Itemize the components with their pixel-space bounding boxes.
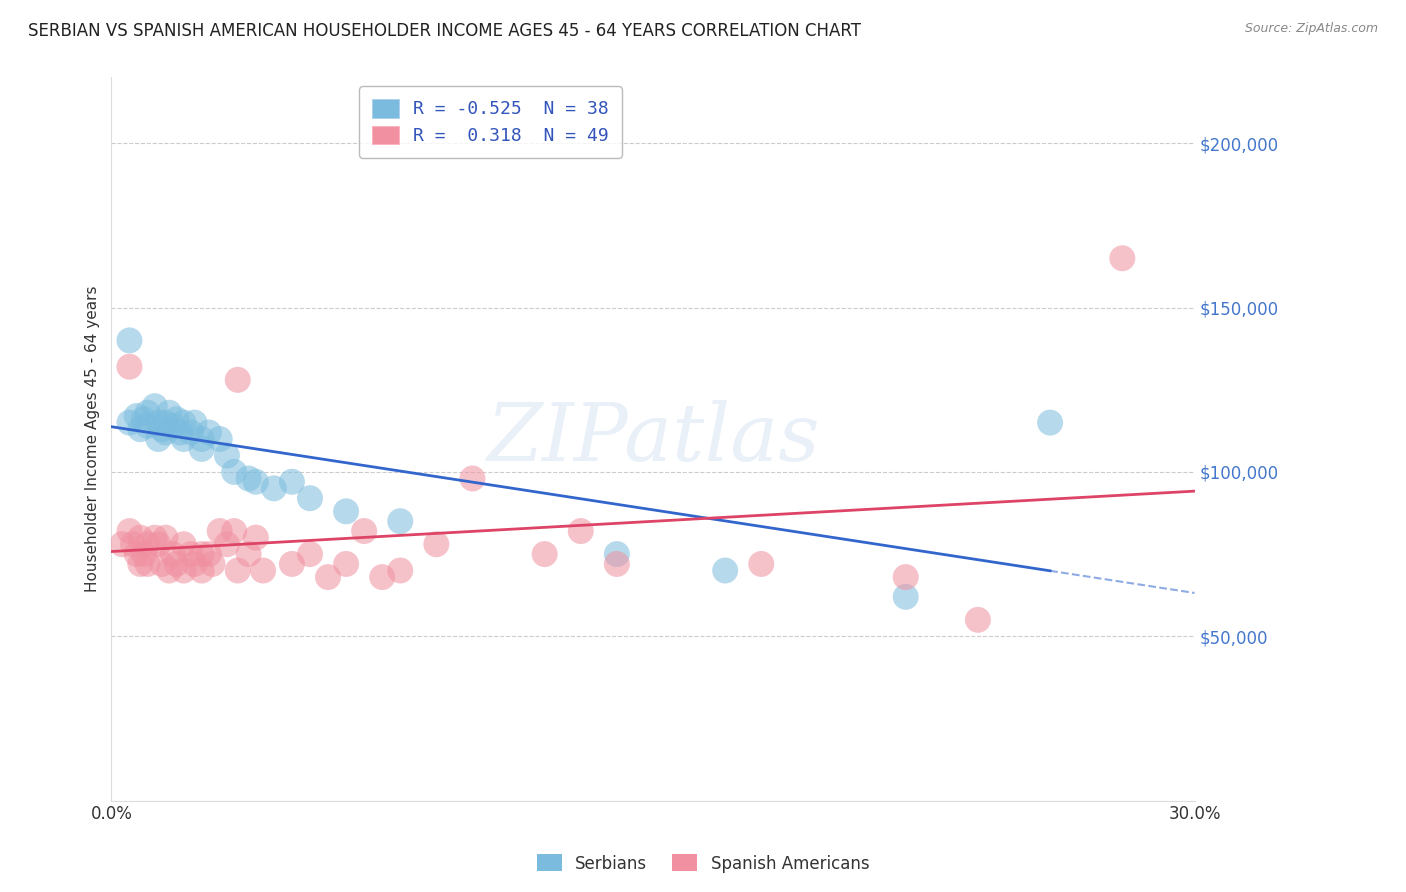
Point	[129, 557, 152, 571]
Point	[162, 547, 184, 561]
Point	[165, 557, 187, 571]
Point	[183, 416, 205, 430]
Point	[1039, 416, 1062, 430]
Point	[148, 537, 170, 551]
Point	[180, 547, 202, 561]
Point	[157, 406, 180, 420]
Point	[224, 465, 246, 479]
Point	[215, 449, 238, 463]
Point	[461, 471, 484, 485]
Point	[190, 547, 212, 561]
Point	[129, 531, 152, 545]
Point	[606, 547, 628, 561]
Text: SERBIAN VS SPANISH AMERICAN HOUSEHOLDER INCOME AGES 45 - 64 YEARS CORRELATION CH: SERBIAN VS SPANISH AMERICAN HOUSEHOLDER …	[28, 22, 860, 40]
Point	[136, 406, 159, 420]
Point	[148, 432, 170, 446]
Point	[335, 557, 357, 571]
Point	[714, 564, 737, 578]
Point	[238, 547, 260, 561]
Point	[208, 432, 231, 446]
Text: Source: ZipAtlas.com: Source: ZipAtlas.com	[1244, 22, 1378, 36]
Point	[281, 557, 304, 571]
Point	[118, 359, 141, 374]
Y-axis label: Householder Income Ages 45 - 64 years: Householder Income Ages 45 - 64 years	[86, 285, 100, 592]
Point	[136, 418, 159, 433]
Point	[281, 475, 304, 489]
Point	[173, 537, 195, 551]
Point	[894, 570, 917, 584]
Point	[148, 416, 170, 430]
Point	[967, 613, 990, 627]
Legend: Serbians, Spanish Americans: Serbians, Spanish Americans	[530, 847, 876, 880]
Point	[425, 537, 447, 551]
Point	[136, 557, 159, 571]
Point	[157, 564, 180, 578]
Point	[125, 409, 148, 423]
Point	[371, 570, 394, 584]
Point	[245, 475, 267, 489]
Point	[190, 432, 212, 446]
Point	[150, 422, 173, 436]
Point	[208, 524, 231, 538]
Point	[183, 557, 205, 571]
Point	[143, 399, 166, 413]
Point	[190, 564, 212, 578]
Point	[215, 537, 238, 551]
Point	[150, 557, 173, 571]
Point	[389, 514, 412, 528]
Point	[335, 504, 357, 518]
Point	[190, 442, 212, 456]
Legend: R = -0.525  N = 38, R =  0.318  N = 49: R = -0.525 N = 38, R = 0.318 N = 49	[359, 87, 621, 158]
Point	[111, 537, 134, 551]
Point	[132, 547, 155, 561]
Point	[201, 557, 224, 571]
Point	[226, 373, 249, 387]
Point	[143, 531, 166, 545]
Point	[353, 524, 375, 538]
Point	[389, 564, 412, 578]
Point	[606, 557, 628, 571]
Point	[252, 564, 274, 578]
Point	[125, 547, 148, 561]
Point	[173, 416, 195, 430]
Point	[165, 412, 187, 426]
Point	[224, 524, 246, 538]
Text: ZIPatlas: ZIPatlas	[486, 401, 820, 478]
Point	[298, 547, 321, 561]
Point	[238, 471, 260, 485]
Point	[173, 432, 195, 446]
Point	[132, 412, 155, 426]
Point	[298, 491, 321, 506]
Point	[122, 537, 145, 551]
Point	[129, 422, 152, 436]
Point	[173, 564, 195, 578]
Point	[198, 547, 221, 561]
Point	[155, 425, 177, 440]
Point	[569, 524, 592, 538]
Point	[1111, 252, 1133, 266]
Point	[316, 570, 339, 584]
Point	[169, 425, 191, 440]
Point	[894, 590, 917, 604]
Point	[162, 418, 184, 433]
Point	[155, 531, 177, 545]
Point	[263, 481, 285, 495]
Point	[245, 531, 267, 545]
Point	[180, 425, 202, 440]
Point	[198, 425, 221, 440]
Point	[118, 334, 141, 348]
Point	[136, 537, 159, 551]
Point	[118, 416, 141, 430]
Point	[155, 416, 177, 430]
Point	[118, 524, 141, 538]
Point	[533, 547, 555, 561]
Point	[749, 557, 772, 571]
Point	[226, 564, 249, 578]
